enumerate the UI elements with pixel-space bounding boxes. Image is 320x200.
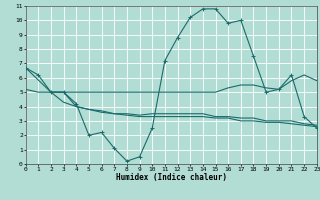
- X-axis label: Humidex (Indice chaleur): Humidex (Indice chaleur): [116, 173, 227, 182]
